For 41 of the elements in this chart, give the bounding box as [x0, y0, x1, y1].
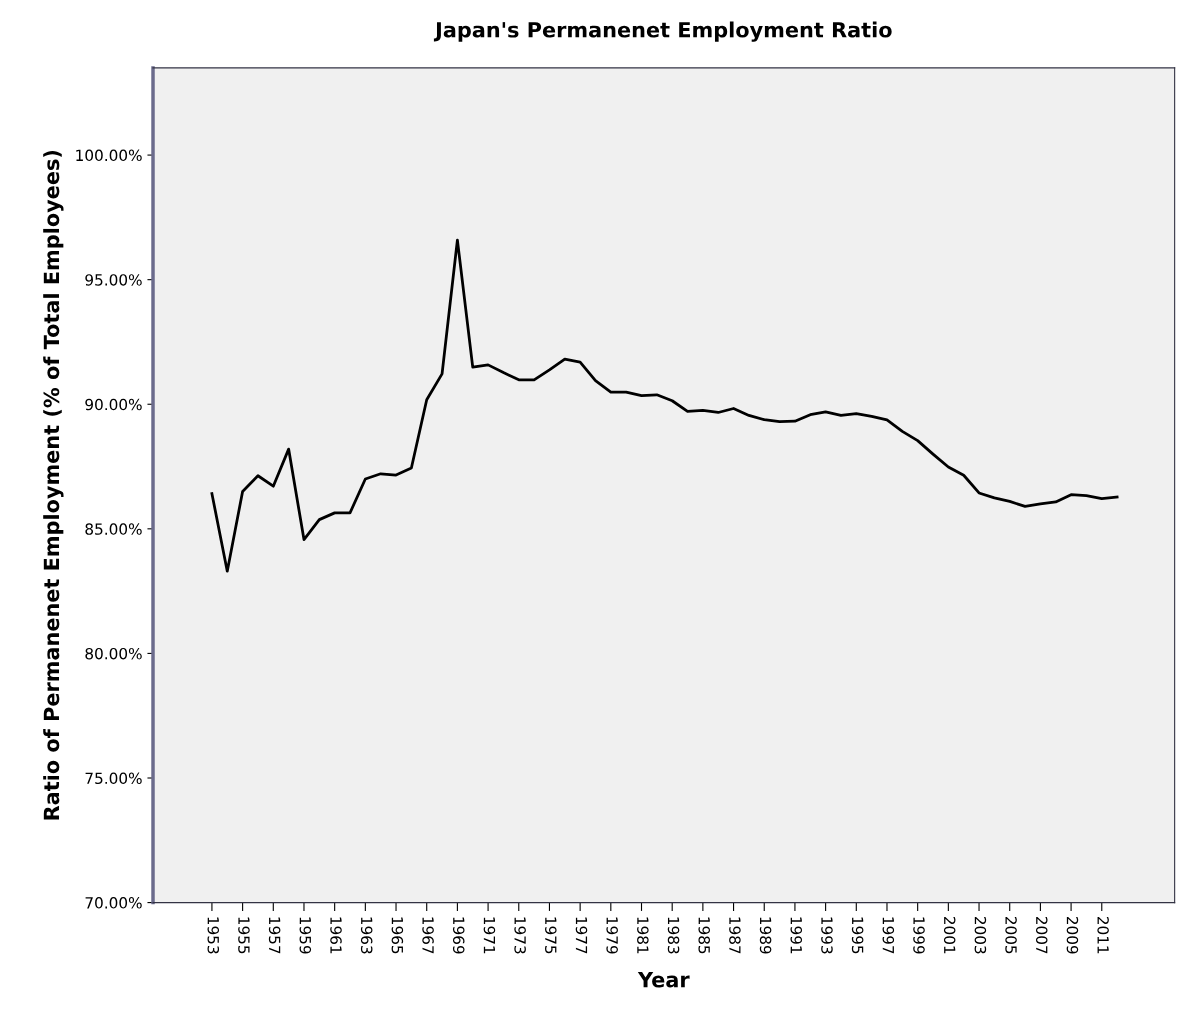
- x-tick-label: 1975: [545, 917, 557, 954]
- x-tick-label: 1981: [637, 917, 649, 954]
- x-tick-label: 1987: [729, 917, 741, 954]
- x-tick-label: 2007: [1035, 916, 1048, 954]
- x-tick-label: 1991: [790, 917, 803, 954]
- x-tick-label: 1961: [330, 917, 342, 954]
- x-tick-label: 2001: [943, 916, 956, 954]
- y-tick-label: 90.00%: [85, 398, 142, 411]
- x-tick-label: 2011: [1097, 916, 1109, 954]
- x-tick-label: 1963: [360, 917, 373, 954]
- x-tick-label: 1957: [268, 917, 281, 954]
- y-tick-label: 70.00%: [85, 897, 142, 909]
- x-tick-label: 1993: [821, 917, 833, 954]
- y-tick-label: 85.00%: [85, 523, 142, 535]
- y-tick-label: 80.00%: [85, 647, 142, 660]
- x-tick-label: 2005: [1005, 916, 1017, 954]
- x-tick-label: 1973: [514, 917, 526, 954]
- x-tick-label: 1979: [606, 917, 618, 954]
- chart-title: Japan's Permanenet Employment Ratio: [433, 21, 892, 42]
- x-tick-label: 1985: [698, 917, 710, 954]
- x-tick-label: 1977: [575, 917, 588, 954]
- x-tick-label: 1989: [759, 917, 772, 954]
- x-tick-label: 2003: [974, 916, 987, 954]
- x-tick-label: 1983: [667, 917, 680, 954]
- y-tick-label: 100.00%: [76, 149, 142, 162]
- x-tick-label: 1997: [882, 917, 895, 954]
- x-tick-label: 1959: [299, 917, 312, 954]
- x-tick-label: 1971: [483, 917, 496, 954]
- x-tick-label: 1995: [851, 917, 864, 954]
- x-tick-label: 2009: [1066, 916, 1079, 954]
- line-series: [210, 238, 1119, 573]
- x-tick-label: 1999: [913, 917, 925, 954]
- y-tick-label: 95.00%: [85, 274, 142, 286]
- x-tick-label: 1953: [207, 917, 220, 954]
- x-tick-label: 1969: [452, 917, 465, 954]
- x-tick-label: 1965: [391, 917, 404, 954]
- x-tick-label: 1955: [238, 917, 250, 954]
- y-axis-title: Ratio of Permanenet Employment (% of Total Employees): [43, 150, 64, 820]
- y-tick-label: 75.00%: [85, 772, 142, 785]
- x-tick-label: 1967: [422, 917, 434, 954]
- x-axis-title: Year: [637, 971, 690, 988]
